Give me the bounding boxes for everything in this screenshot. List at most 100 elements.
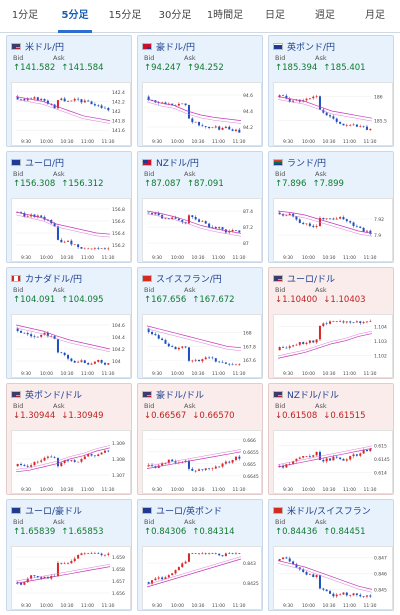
pair-name[interactable]: NZドル/ドル xyxy=(287,390,339,401)
candle-body xyxy=(359,321,362,323)
ask-price: ↑185.401 xyxy=(323,63,366,73)
rate-card[interactable]: NZドル/円 Bid Ask ↑87.087 ↑87.091 87.4 87.2 87 9:30… xyxy=(137,151,263,263)
x-tick-label: 11:30 xyxy=(364,255,377,261)
candle-body xyxy=(355,124,358,127)
price-chart[interactable]: 1.659 1.658 1.657 1.656 9:30 10:00 10:30 11:00 1… xyxy=(11,546,131,610)
candle-body xyxy=(90,553,93,554)
candle-body xyxy=(295,344,298,346)
rate-card[interactable]: ユーロ/ドル Bid Ask ↓1.10400 ↓1.10403 1.104 1.103 1.… xyxy=(268,267,394,379)
card-title: 英ポンド/ドル xyxy=(7,384,131,402)
candle-body xyxy=(282,465,285,468)
rate-card[interactable]: カナダドル/円 Bid Ask ↑104.091 ↑104.095 104.6 104.4 1… xyxy=(6,267,132,379)
pair-name[interactable]: ユーロ/円 xyxy=(25,158,65,169)
pair-name[interactable]: ランド/円 xyxy=(287,158,327,169)
pair-name[interactable]: 豪ドル/ドル xyxy=(156,390,205,401)
rate-card[interactable]: ユーロ/英ポンド Bid Ask ↑0.84306 ↑0.84314 0.843 0.842… xyxy=(137,499,263,611)
price-chart[interactable]: 142.4 142.2 142 141.8 141.6 9:30 10:00 10:30 11:… xyxy=(11,82,131,146)
candle-body xyxy=(194,359,197,361)
price-chart[interactable]: 168 167.8 167.6 9:30 10:00 10:30 11:00 11:30 xyxy=(142,314,262,378)
card-title: 豪ドル/円 xyxy=(138,36,262,54)
price-chart[interactable]: 0.847 0.846 0.845 9:30 10:00 10:30 11:00 11:30 xyxy=(273,546,393,610)
candle-body xyxy=(87,100,90,102)
price-chart[interactable]: 156.8 156.6 156.4 156.2 9:30 10:00 10:30 11:00 1… xyxy=(11,198,131,262)
candle-body xyxy=(103,362,106,365)
price-chart[interactable]: 0.843 0.8425 9:30 10:00 10:30 11:00 11:30 xyxy=(142,546,262,610)
bid-ask-prices: ↑104.091 ↑104.095 xyxy=(7,294,131,306)
candle-body xyxy=(352,454,355,457)
price-chart[interactable]: 94.6 94.4 94.2 9:30 10:00 10:30 11:00 11:30 xyxy=(142,82,262,146)
flag-icon xyxy=(11,158,21,166)
rate-card[interactable]: 豪ドル/ドル Bid Ask ↓0.66567 ↓0.66570 0.666 0.6655 0… xyxy=(137,383,263,495)
tab-7[interactable]: 月足 xyxy=(365,10,385,21)
ask-price: ↓1.30949 xyxy=(61,411,104,421)
pair-name[interactable]: NZドル/円 xyxy=(156,158,199,169)
price-chart[interactable]: 186 185.5 9:30 10:00 10:30 11:00 11:30 xyxy=(273,82,393,146)
candle-body xyxy=(177,567,180,571)
pair-name[interactable]: ユーロ/英ポンド xyxy=(156,506,223,517)
candle-body xyxy=(224,553,227,557)
ask-price: ↑0.84314 xyxy=(192,527,235,537)
rate-card[interactable]: ユーロ/豪ドル Bid Ask ↑1.65839 ↑1.65853 1.659 1.658 1… xyxy=(6,499,132,611)
tab-4[interactable]: 1時間足 xyxy=(206,10,244,21)
price-chart[interactable]: 1.309 1.308 1.307 9:30 10:00 10:30 11:00 11:30 xyxy=(11,430,131,494)
candle-body xyxy=(298,342,301,345)
flag-icon xyxy=(142,506,152,514)
pair-name[interactable]: 米ドル/円 xyxy=(25,42,65,53)
candle-body xyxy=(154,578,157,581)
candle-body xyxy=(56,562,59,577)
moving-average-line xyxy=(146,213,242,237)
pair-name[interactable]: 豪ドル/円 xyxy=(156,42,196,53)
rate-card[interactable]: 米ドル/スイスフラン Bid Ask ↑0.84436 ↑0.84451 0.847 0.8… xyxy=(268,499,394,611)
candle-body xyxy=(164,218,167,219)
candle-body xyxy=(305,571,308,575)
x-tick-label: 10:00 xyxy=(40,255,53,261)
bid-label: Bid xyxy=(13,286,24,294)
price-chart[interactable]: 104.6 104.4 104.2 104 9:30 10:00 10:30 11:00 11:… xyxy=(11,314,131,378)
rate-card[interactable]: NZドル/ドル Bid Ask ↓0.61508 ↓0.61515 0.615 0.6145… xyxy=(268,383,394,495)
tab-1[interactable]: 5分足 xyxy=(50,0,100,33)
flag-icon xyxy=(11,390,21,398)
y-tick-label: 142.4 xyxy=(112,90,125,96)
rate-card[interactable]: 豪ドル/円 Bid Ask ↑94.247 ↑94.252 94.6 94.4 94.2 9:3… xyxy=(137,35,263,147)
tab-3[interactable]: 30分足 xyxy=(158,10,192,21)
candle-body xyxy=(63,460,66,463)
tab-6[interactable]: 週足 xyxy=(315,10,335,21)
pair-name[interactable]: ユーロ/豪ドル xyxy=(25,506,83,517)
x-tick-label: 10:00 xyxy=(302,255,315,261)
candle-body xyxy=(342,592,345,595)
rate-card[interactable]: ユーロ/円 Bid Ask ↑156.308 ↑156.312 156.8 156.6 156… xyxy=(6,151,132,263)
tab-0[interactable]: 1分足 xyxy=(11,10,39,21)
tab-5[interactable]: 日足 xyxy=(265,10,285,21)
y-tick-label: 7.9 xyxy=(374,233,381,239)
candle-body xyxy=(151,331,154,335)
candle-body xyxy=(288,98,291,102)
bid-ask-prices: ↑1.65839 ↑1.65853 xyxy=(7,526,131,538)
candle-body xyxy=(23,464,26,466)
price-chart[interactable]: 0.666 0.6655 0.665 0.6645 9:30 10:00 10:30 11:0… xyxy=(142,430,262,494)
bid-ask-labels: Bid Ask xyxy=(269,170,393,178)
rate-card[interactable]: 英ポンド/ドル Bid Ask ↓1.30944 ↓1.30949 1.309 1.308 1… xyxy=(6,383,132,495)
moving-average-line xyxy=(277,99,373,122)
rate-card[interactable]: 米ドル/円 Bid Ask ↑141.582 ↑141.584 142.4 142.2 142… xyxy=(6,35,132,147)
pair-name[interactable]: スイスフラン/円 xyxy=(156,274,222,285)
price-chart[interactable]: 7.92 7.9 9:30 10:00 10:30 11:00 11:30 xyxy=(273,198,393,262)
price-chart[interactable]: 87.4 87.2 87 9:30 10:00 10:30 11:00 11:30 xyxy=(142,198,262,262)
tab-2[interactable]: 15分足 xyxy=(108,10,142,21)
candle-body xyxy=(60,352,63,353)
candle-body xyxy=(292,345,295,347)
flag-icon xyxy=(273,158,283,166)
candle-body xyxy=(20,463,23,465)
price-chart[interactable]: 1.104 1.103 1.102 9:30 10:00 10:30 11:00 11:30 xyxy=(273,314,393,378)
pair-name[interactable]: ユーロ/ドル xyxy=(287,274,336,285)
pair-name[interactable]: 英ポンド/円 xyxy=(287,42,336,53)
rate-card[interactable]: スイスフラン/円 Bid Ask ↑167.656 ↑167.672 168 167.8 16… xyxy=(137,267,263,379)
candle-body xyxy=(167,575,170,578)
pair-name[interactable]: 英ポンド/ドル xyxy=(25,390,83,401)
pair-name[interactable]: カナダドル/円 xyxy=(25,274,83,285)
rate-card[interactable]: 英ポンド/円 Bid Ask ↑185.394 ↑185.401 186 185.5 9:30… xyxy=(268,35,394,147)
pair-name[interactable]: 米ドル/スイスフラン xyxy=(287,506,371,517)
rate-card[interactable]: ランド/円 Bid Ask ↑7.896 ↑7.899 7.92 7.9 9:30 10:00 1… xyxy=(268,151,394,263)
rate-grid: 米ドル/円 Bid Ask ↑141.582 ↑141.584 142.4 142.2 142… xyxy=(6,35,394,611)
candle-body xyxy=(97,105,100,107)
price-chart[interactable]: 0.615 0.6145 0.614 9:30 10:00 10:30 11:00 11:30 xyxy=(273,430,393,494)
